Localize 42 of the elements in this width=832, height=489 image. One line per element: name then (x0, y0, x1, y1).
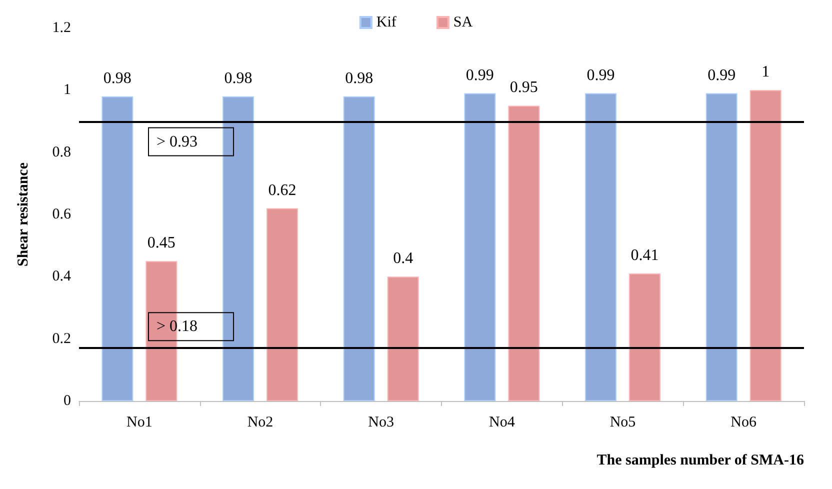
bar (464, 93, 496, 401)
data-label: 0.95 (510, 79, 538, 96)
bar (343, 96, 375, 401)
x-axis-title: The samples number of SMA-16 (596, 452, 804, 468)
legend-label: SA (453, 14, 473, 30)
x-tick-label: No6 (730, 414, 757, 430)
bar (387, 276, 419, 401)
data-label: 1 (762, 64, 770, 81)
data-label: 0.98 (103, 70, 132, 87)
y-tick-label: 1 (64, 82, 71, 98)
bar (102, 96, 134, 401)
x-tick-label: No1 (126, 414, 152, 430)
data-label: 0.99 (586, 66, 615, 84)
y-tick-label: 1.2 (52, 20, 71, 36)
y-tick-label: 0.6 (52, 206, 72, 222)
y-tick-label: 0.2 (52, 330, 71, 347)
y-axis-title: Shear resistance (16, 162, 32, 267)
data-label: 0.45 (147, 234, 176, 252)
data-label: 0.4 (393, 250, 414, 268)
bar (222, 96, 254, 401)
legend-label: Kif (376, 14, 396, 30)
x-tick-label: No4 (488, 414, 516, 430)
data-label: 0.41 (630, 247, 659, 264)
bar (629, 274, 660, 401)
bar (266, 208, 298, 401)
data-label: 0.99 (466, 66, 494, 84)
data-label: 0.98 (224, 70, 252, 87)
data-label: 0.99 (708, 66, 736, 84)
y-tick-label: 0.8 (52, 144, 71, 160)
annotation: > 0.18 (156, 318, 198, 336)
bar (585, 93, 616, 401)
annotation: > 0.93 (156, 133, 198, 150)
bar (706, 93, 738, 401)
x-tick-label: No2 (247, 414, 274, 430)
bar (750, 90, 782, 401)
bar (508, 106, 540, 401)
x-tick-label: No5 (610, 414, 636, 430)
data-label: 0.62 (268, 182, 296, 199)
y-tick-label: 0.4 (52, 268, 72, 285)
data-label: 0.98 (345, 70, 374, 87)
y-tick-label: 0 (64, 393, 71, 409)
x-tick-label: No3 (368, 414, 394, 430)
